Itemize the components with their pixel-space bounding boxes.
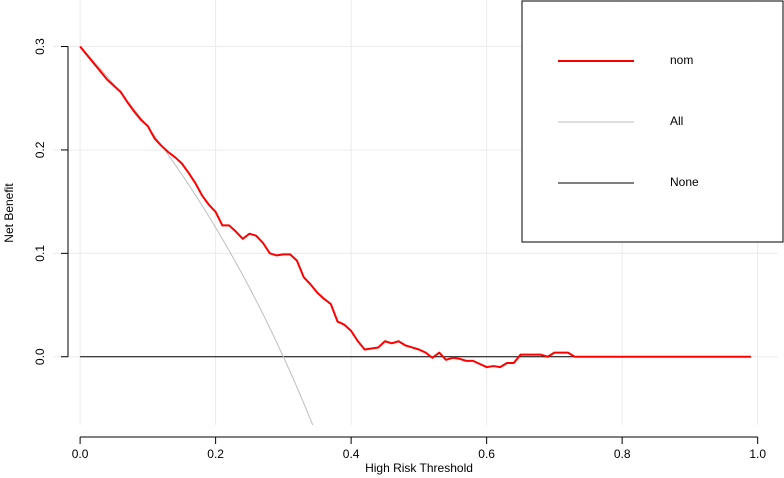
- y-tick-label: 0.3: [33, 38, 47, 55]
- line-1: [79, 46, 314, 425]
- x-tick-label: 0.2: [207, 447, 224, 461]
- x-tick-label: 0.4: [343, 447, 360, 461]
- line-0: [79, 45, 751, 369]
- x-tick-label: 0.6: [478, 447, 495, 461]
- y-axis-label: Net Benefit: [2, 183, 16, 243]
- x-axis-label: High Risk Threshold: [365, 461, 473, 475]
- x-tick-label: 0.0: [72, 447, 89, 461]
- x-tick-label: 1.0: [749, 447, 766, 461]
- legend-label: All: [670, 114, 683, 128]
- y-tick-label: 0.2: [33, 141, 47, 158]
- plot-area: [79, 45, 751, 425]
- y-tick-label: 0.1: [33, 245, 47, 262]
- legend-label: nom: [670, 53, 693, 67]
- legend-label: None: [670, 175, 699, 189]
- x-tick-label: 0.8: [614, 447, 631, 461]
- y-tick-label: 0.0: [33, 348, 47, 365]
